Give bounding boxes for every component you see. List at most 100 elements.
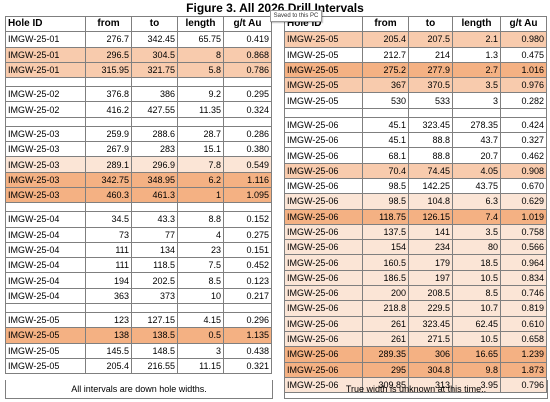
length-cell: 10.7: [452, 300, 501, 317]
from-cell: 261: [362, 315, 409, 332]
length-cell: 8.5: [177, 272, 224, 289]
hole-id-cell: IMGW-25-02: [5, 101, 86, 118]
spacer-cell: [5, 202, 86, 213]
hole-id-cell: IMGW-25-06: [284, 116, 363, 134]
hole-id-cell: IMGW-25-04: [5, 241, 86, 259]
grade-cell: 0.980: [500, 31, 547, 48]
length-cell: 8: [177, 46, 224, 63]
table-row: IMGW-25-06 160.5 179 18.5 0.964: [284, 254, 547, 271]
grade-cell: 0.629: [500, 193, 547, 210]
grade-cell: 0.152: [223, 211, 272, 228]
hole-id-cell: IMGW-25-06: [284, 269, 363, 287]
table-row: IMGW-25-02 376.8 386 9.2 0.295: [5, 86, 272, 103]
length-cell: 3: [177, 342, 224, 359]
to-cell: 126.15: [408, 208, 453, 225]
to-cell: 202.5: [131, 272, 178, 289]
from-cell: 145.5: [85, 342, 132, 359]
from-cell: 68.1: [362, 147, 409, 164]
hole-id-cell: IMGW-25-05: [5, 357, 86, 375]
hole-id-cell: IMGW-25-03: [5, 156, 86, 173]
footer-note-left: All intervals are down hole widths.: [5, 380, 273, 399]
grade-cell: 1.239: [500, 346, 547, 363]
grade-cell: 0.324: [223, 101, 272, 118]
grade-cell: 0.976: [500, 77, 547, 94]
grade-cell: 0.566: [500, 239, 547, 256]
spacer-cell: [408, 107, 453, 118]
table-row: IMGW-25-06 45.1 323.45 278.35 0.424: [284, 116, 547, 134]
to-cell: 74.45: [408, 162, 453, 179]
from-cell: 194: [85, 272, 132, 289]
grade-cell: 0.275: [223, 226, 272, 243]
hole-id-cell: IMGW-25-06: [284, 162, 363, 179]
to-cell: 214: [408, 46, 453, 63]
table-row: IMGW-25-01 296.5 304.5 8 0.868: [5, 46, 272, 63]
to-cell: 43.3: [131, 211, 178, 228]
length-cell: 3.95: [452, 376, 501, 394]
from-cell: 73: [85, 226, 132, 243]
from-cell: 416.2: [85, 101, 132, 118]
table-row: IMGW-25-02 416.2 427.55 11.35 0.324: [5, 101, 272, 118]
hole-id-cell: IMGW-25-03: [5, 186, 86, 204]
length-cell: 6.3: [452, 193, 501, 210]
to-cell: 296.9: [131, 156, 178, 173]
length-cell: 2.1: [452, 31, 501, 48]
hole-id-cell: IMGW-25-06: [284, 361, 363, 378]
table-row: IMGW-25-03 267.9 283 15.1 0.380: [5, 141, 272, 158]
grade-cell: 0.670: [500, 177, 547, 195]
length-cell: 8.8: [177, 211, 224, 228]
to-cell: 141: [408, 223, 453, 241]
table-row: IMGW-25-06 45.1 88.8 43.7 0.327: [284, 132, 547, 149]
spacer-cell: [362, 107, 409, 118]
length-cell: 9.2: [177, 86, 224, 103]
length-cell: 5.8: [177, 61, 224, 79]
spacer-cell: [177, 202, 224, 213]
from-cell: 98.5: [362, 177, 409, 195]
grade-cell: 0.658: [500, 330, 547, 348]
length-cell: 28.7: [177, 125, 224, 143]
length-cell: 11.35: [177, 101, 224, 118]
hole-id-cell: IMGW-25-05: [284, 61, 363, 79]
grade-cell: 0.327: [500, 132, 547, 149]
from-cell: 137.5: [362, 223, 409, 241]
from-cell: 70.4: [362, 162, 409, 179]
table-row: IMGW-25-03 460.3 461.3 1 1.095: [5, 186, 272, 204]
hole-id-cell: IMGW-25-04: [5, 226, 86, 243]
spacer-cell: [5, 303, 86, 314]
from-cell: 154: [362, 239, 409, 256]
hole-id-cell: IMGW-25-04: [5, 287, 86, 305]
from-cell: 123: [85, 312, 132, 329]
grade-cell: 1.019: [500, 208, 547, 225]
table-row: IMGW-25-06 309.85 313 3.95 0.796: [284, 376, 547, 394]
footer-note-right: True width is unknown at this time..: [284, 380, 548, 399]
to-cell: 313: [408, 376, 453, 394]
header-row: Hole ID from to length g/t Au: [284, 15, 547, 33]
col-header-to: to: [408, 15, 453, 33]
to-cell: 179: [408, 254, 453, 271]
table-row: IMGW-25-03 259.9 288.6 28.7 0.286: [5, 125, 272, 143]
to-cell: 323.45: [408, 116, 453, 134]
from-cell: 98.5: [362, 193, 409, 210]
length-cell: 9.8: [452, 361, 501, 378]
table-row: IMGW-25-01 276.7 342.45 65.75 0.419: [5, 31, 272, 48]
length-cell: 15.1: [177, 141, 224, 158]
from-cell: 212.7: [362, 46, 409, 63]
hole-id-cell: IMGW-25-06: [284, 239, 363, 256]
col-header-from: from: [362, 15, 409, 33]
spacer-row: [5, 303, 272, 314]
from-cell: 261: [362, 330, 409, 348]
hole-id-cell: IMGW-25-01: [5, 31, 86, 48]
to-cell: 138.5: [131, 327, 178, 344]
grade-cell: 1.095: [223, 186, 272, 204]
grade-cell: 0.151: [223, 241, 272, 259]
grade-cell: 0.438: [223, 342, 272, 359]
to-cell: 283: [131, 141, 178, 158]
grade-cell: 0.286: [223, 125, 272, 143]
to-cell: 348.95: [131, 171, 178, 188]
to-cell: 386: [131, 86, 178, 103]
grade-cell: 0.295: [223, 86, 272, 103]
spacer-cell: [85, 202, 132, 213]
from-cell: 363: [85, 287, 132, 305]
length-cell: 3.5: [452, 77, 501, 94]
to-cell: 208.5: [408, 285, 453, 302]
spacer-row: [284, 107, 547, 118]
